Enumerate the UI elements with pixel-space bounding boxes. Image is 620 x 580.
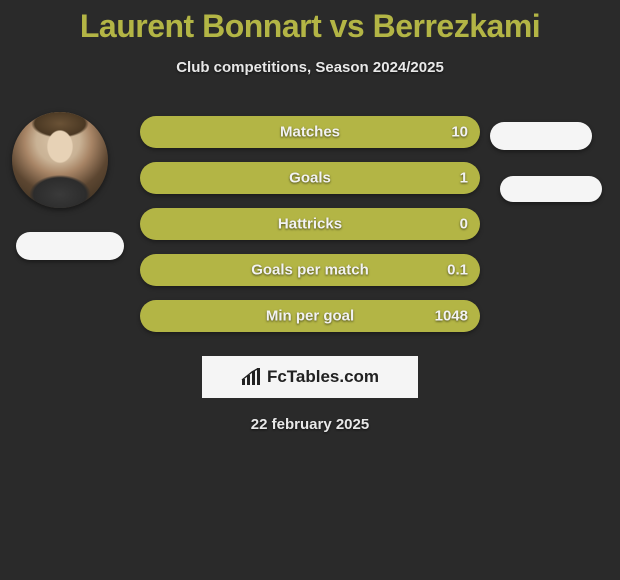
stat-label: Hattricks — [140, 216, 480, 233]
stat-value: 10 — [451, 124, 468, 141]
subtitle: Club competitions, Season 2024/2025 — [0, 59, 620, 76]
brand-badge[interactable]: FcTables.com — [202, 356, 418, 398]
stat-value: 1048 — [435, 308, 468, 325]
stat-label: Min per goal — [140, 308, 480, 325]
stat-rows: Matches 10 Goals 1 Hattricks 0 Goals per… — [140, 116, 480, 346]
date-label: 22 february 2025 — [0, 416, 620, 433]
stat-label: Goals per match — [140, 262, 480, 279]
stat-value: 0.1 — [447, 262, 468, 279]
stat-row: Hattricks 0 — [140, 208, 480, 240]
stat-row: Goals per match 0.1 — [140, 254, 480, 286]
comparison-panel: Matches 10 Goals 1 Hattricks 0 Goals per… — [0, 104, 620, 344]
stat-row: Min per goal 1048 — [140, 300, 480, 332]
bar-chart-icon — [241, 368, 263, 386]
stat-row: Goals 1 — [140, 162, 480, 194]
stat-value: 0 — [460, 216, 468, 233]
brand-text: FcTables.com — [267, 367, 379, 387]
stat-value: 1 — [460, 170, 468, 187]
player-badge-right-1 — [490, 122, 592, 150]
player-badge-left — [16, 232, 124, 260]
stat-row: Matches 10 — [140, 116, 480, 148]
player-badge-right-2 — [500, 176, 602, 202]
stat-label: Matches — [140, 124, 480, 141]
player-avatar-left — [12, 112, 108, 208]
stat-label: Goals — [140, 170, 480, 187]
page-title: Laurent Bonnart vs Berrezkami — [0, 0, 620, 45]
